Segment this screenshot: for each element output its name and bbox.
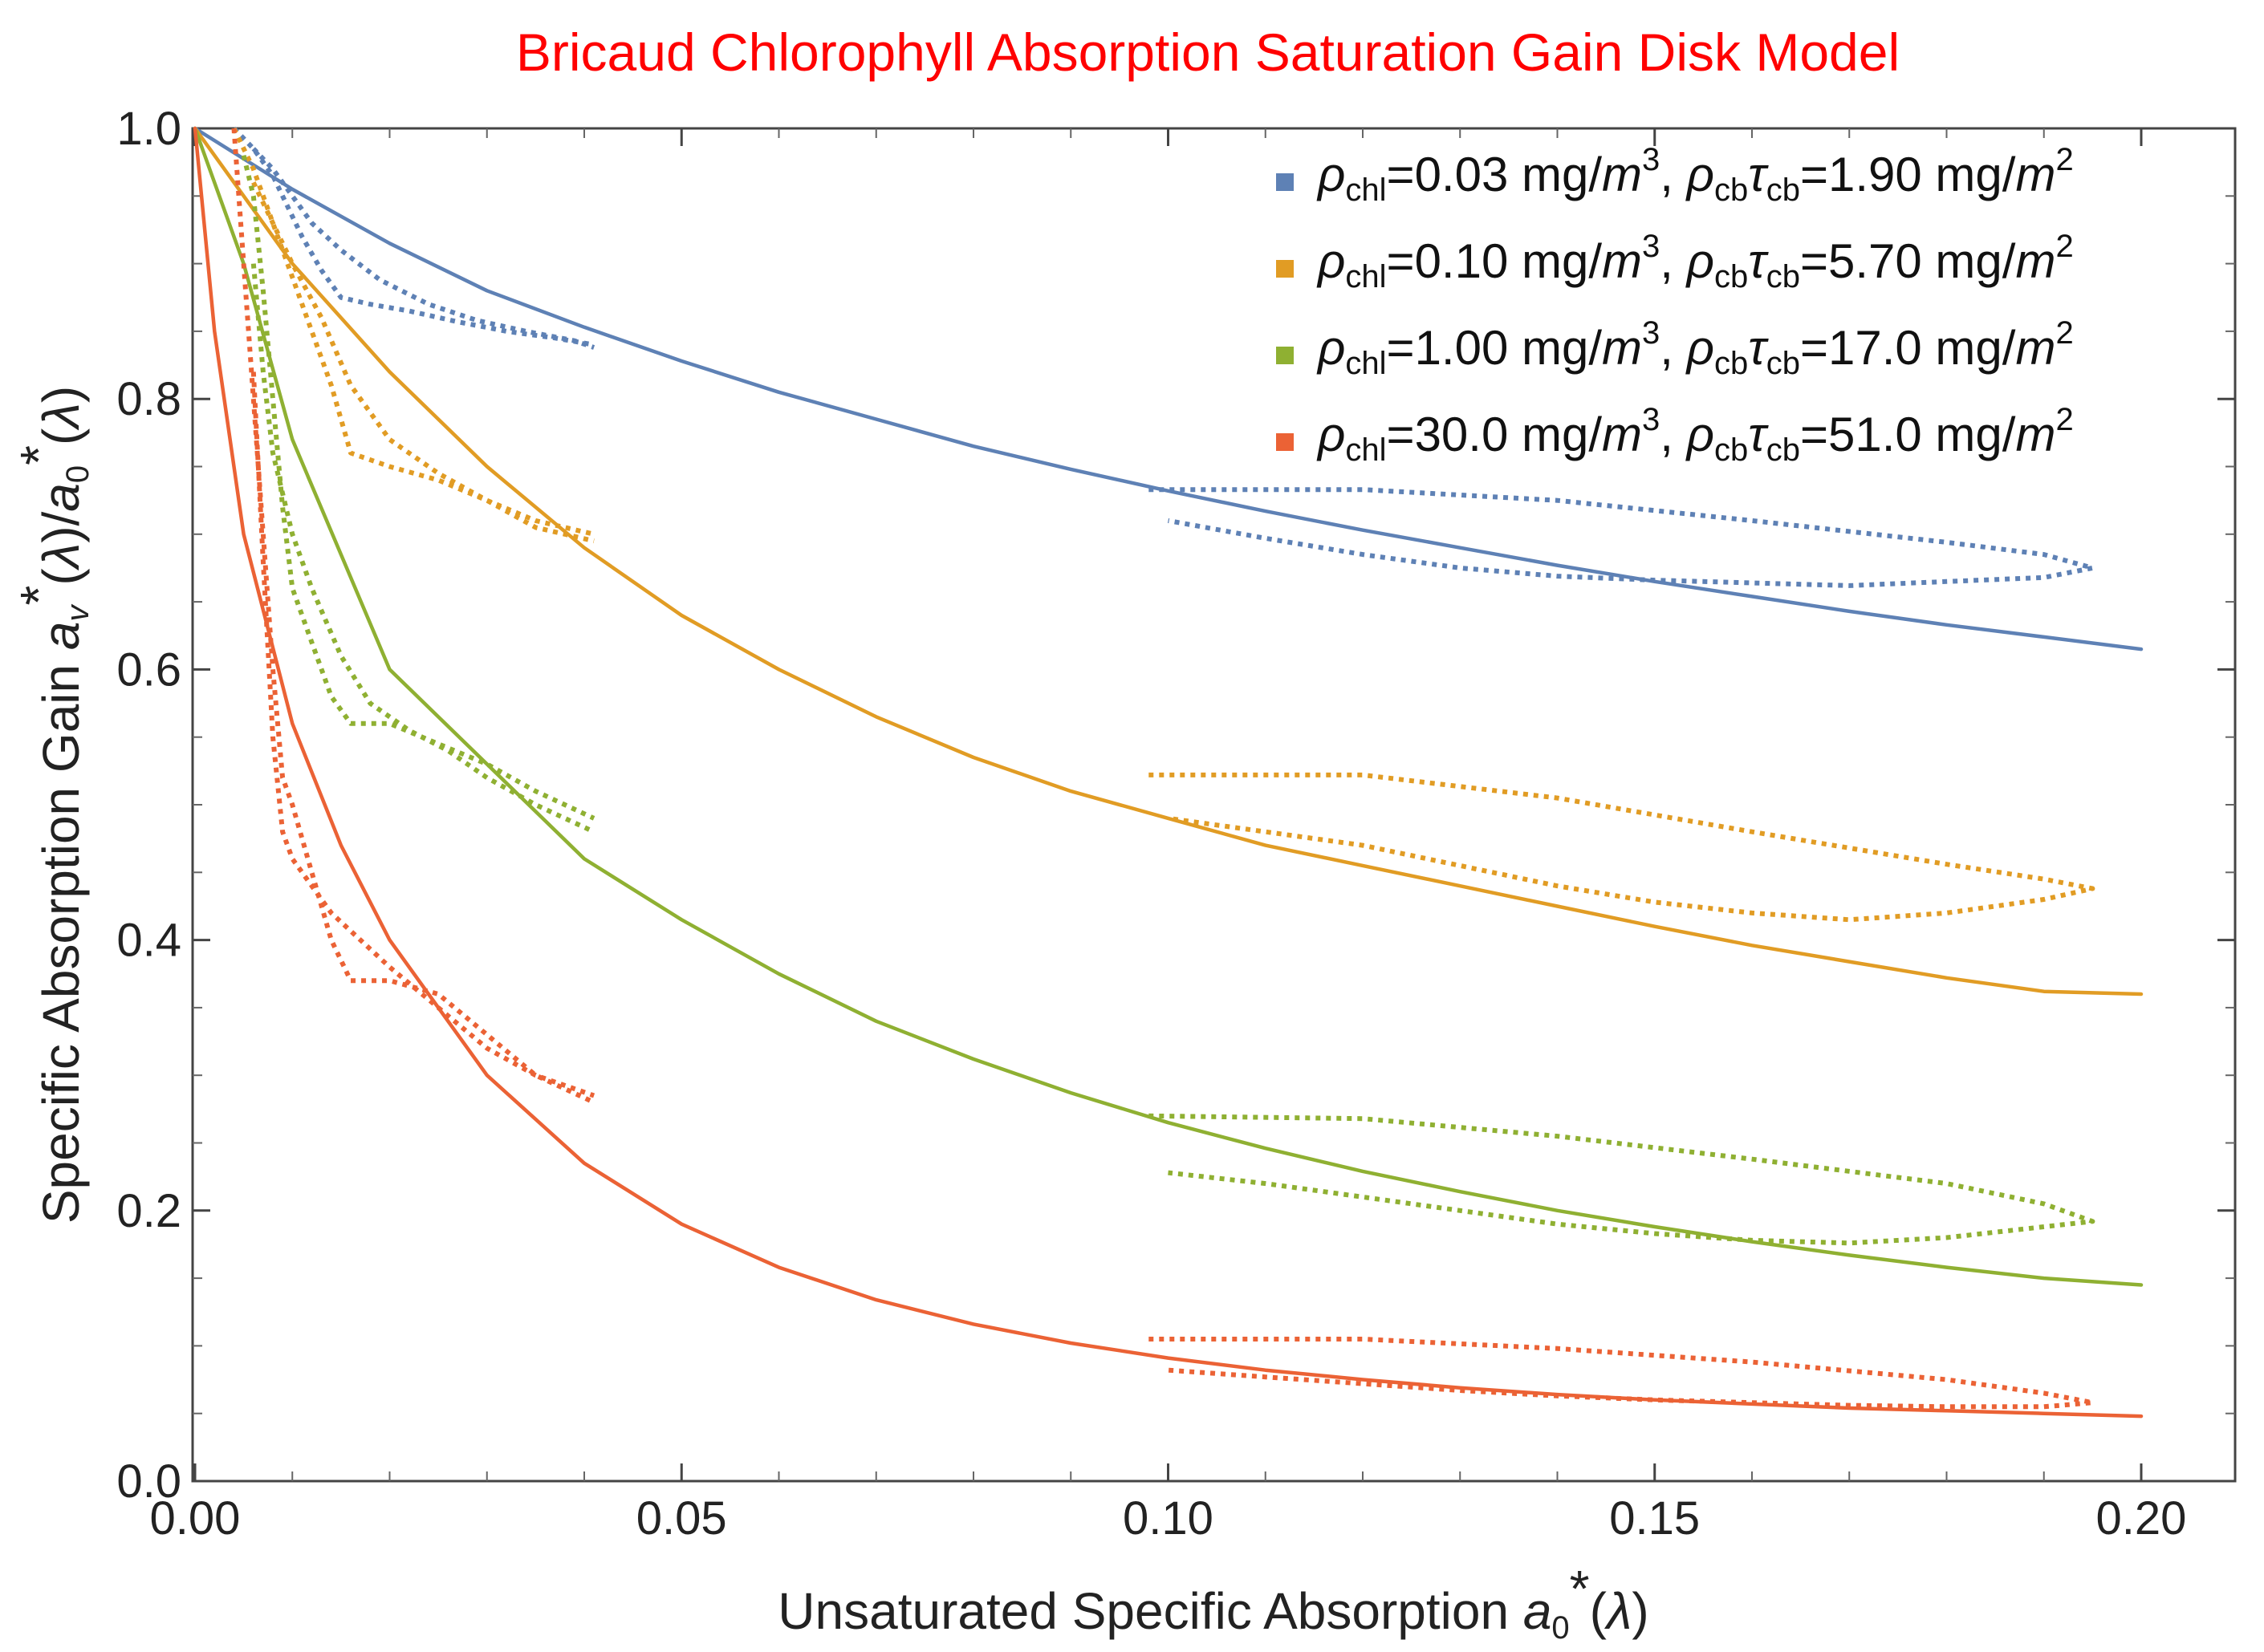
x-tick-label: 0.05 [636,1492,727,1544]
chart-title: Bricaud Chlorophyll Absorption Saturatio… [516,22,1900,82]
series-dotted-line [250,263,595,834]
x-tick-label: 0.10 [1123,1492,1213,1544]
legend-entry: ρchl=1.00 mg/m3, ρcbτcb=17.0 mg/m2 [1276,315,2074,381]
legend-swatch [1276,347,1294,364]
legend-label: ρchl=0.03 mg/m3, ρcbτcb=1.90 mg/m2 [1316,142,2074,208]
legend-entry: ρchl=0.10 mg/m3, ρcbτcb=5.70 mg/m2 [1276,229,2074,294]
y-tick-label: 1.0 [116,103,181,155]
legend-swatch [1276,433,1294,451]
series-solid-line [193,126,2144,996]
y-tick-label: 0.6 [116,643,181,696]
series-1 [193,126,2144,651]
y-tick-label: 0.0 [116,1455,181,1508]
y-tick-label: 0.2 [116,1185,181,1237]
axis-ticks [193,127,2235,1483]
x-tick-label: 0.20 [2096,1492,2187,1544]
series-dotted-line [251,181,595,537]
series-dotted-line [241,154,595,821]
series-dotted-line [1148,1113,2095,1246]
x-tick-label: 0.15 [1609,1492,1700,1544]
y-tick-label: 0.4 [116,915,181,967]
series-3 [193,126,2144,1287]
legend-swatch [1276,260,1294,278]
series-solid-line [193,126,2144,651]
legend-entry: ρchl=30.0 mg/m3, ρcbτcb=51.0 mg/m2 [1276,402,2074,468]
legend-swatch [1276,173,1294,191]
series-layer [193,126,2144,1419]
axis-tick-labels: 0.00 0.05 0.10 0.15 0.20 0.0 0.2 0.4 0.6 0.8 1.0 [116,103,2186,1544]
x-tick-label: 0.00 [150,1492,241,1544]
x-axis-label: Unsaturated Specific Absorption a0*(λ) [778,1560,1648,1646]
y-axis-label: Specific Absorption Gain av*(λ)/a0*(λ) [10,386,96,1224]
legend-label: ρchl=0.10 mg/m3, ρcbτcb=5.70 mg/m2 [1316,229,2074,294]
series-solid-line [193,126,2144,1287]
series-solid-line [193,126,2144,1419]
legend-label: ρchl=1.00 mg/m3, ρcbτcb=17.0 mg/m2 [1316,315,2074,381]
series-2 [193,126,2144,996]
legend-entry: ρchl=0.03 mg/m3, ρcbτcb=1.90 mg/m2 [1276,142,2074,208]
series-dotted-line [250,371,595,1098]
series-dotted-line [231,128,595,1105]
legend: ρchl=0.03 mg/m3, ρcbτcb=1.90 mg/m2 ρchl=… [1276,142,2074,468]
series-4 [193,126,2144,1419]
series-dotted-line [1148,487,2095,588]
series-dotted-line [232,126,595,347]
y-tick-label: 0.8 [116,373,181,425]
series-dotted-line [1148,772,2095,923]
legend-label: ρchl=30.0 mg/m3, ρcbτcb=51.0 mg/m2 [1316,402,2074,468]
series-dotted-line [251,147,595,350]
